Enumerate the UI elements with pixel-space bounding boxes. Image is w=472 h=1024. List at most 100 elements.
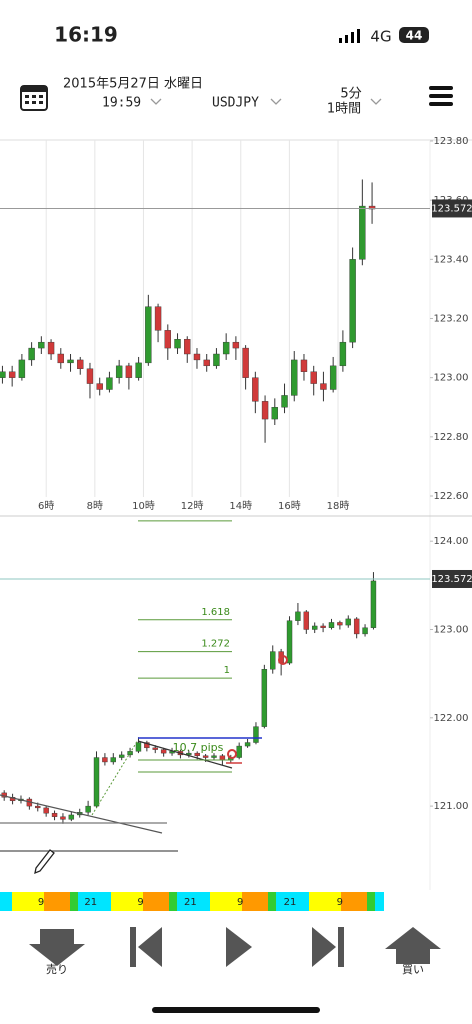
candle-body (47, 341, 55, 355)
sell-button[interactable]: 売り (29, 929, 85, 976)
session-segment (44, 892, 70, 911)
session-segment (12, 892, 44, 911)
x-tick-label: 16時 (278, 500, 301, 512)
play-button[interactable] (226, 927, 252, 967)
candle-body (345, 618, 351, 626)
candle-body (110, 757, 116, 763)
candle-body (368, 205, 376, 210)
candle-body (106, 377, 113, 390)
drawings (0, 655, 288, 875)
y-tick-label: 124.00 (434, 536, 469, 547)
candle-body (312, 625, 318, 630)
candle-body (67, 359, 74, 364)
candle-body (349, 259, 356, 343)
y-tick-label: 122.80 (434, 432, 469, 443)
candle-body (164, 330, 171, 349)
symbol-selector[interactable]: USDJPY (212, 96, 282, 111)
candle-body (60, 816, 66, 820)
session-segment (78, 892, 111, 911)
candle-body (186, 752, 192, 756)
sell-label: 売り (46, 963, 68, 976)
y-tick-label: 122.00 (434, 713, 469, 724)
fib-label: 1.272 (201, 639, 230, 650)
candle-body (145, 306, 152, 364)
forward-button[interactable] (312, 927, 344, 967)
session-segment (276, 892, 309, 911)
candle-body (125, 365, 133, 378)
candle-body (232, 341, 240, 349)
time-selector[interactable]: 19:59 (102, 96, 162, 111)
candle-body (194, 752, 200, 756)
menu-button[interactable] (429, 86, 453, 106)
battery-icon (399, 27, 429, 43)
buy-button[interactable]: 買い (385, 927, 441, 976)
candle-body (184, 339, 191, 355)
candle-body (236, 745, 242, 758)
candle-body (77, 359, 84, 369)
candle-body (329, 365, 337, 390)
y-tick-label: 123.80 (434, 136, 469, 147)
candle-body (253, 726, 259, 743)
x-tick-label: 14時 (229, 500, 252, 512)
candle-body (362, 627, 368, 635)
candle-body (118, 754, 125, 758)
header-date: 2015年5月27日 水曜日 (63, 77, 203, 92)
home-indicator (152, 1007, 320, 1013)
candle-body (135, 742, 142, 752)
x-tick-label: 12時 (181, 500, 204, 512)
timeframe-top: 5分 (340, 87, 361, 102)
current-price-label: 123.572 (431, 574, 472, 585)
fib-label: 2.618 (201, 508, 230, 519)
candle-body (244, 742, 251, 747)
battery-level: 44 (406, 29, 423, 43)
status-time: 16:19 (54, 23, 118, 47)
candle-body (160, 749, 167, 754)
candle-body (270, 651, 276, 670)
session-segment (268, 892, 276, 911)
candle-body (174, 339, 181, 349)
candle-body (51, 812, 58, 817)
fib-label: 1 (224, 665, 230, 676)
candle-body (203, 359, 210, 367)
header-time: 19:59 (102, 96, 141, 111)
session-label: 9 (38, 897, 44, 908)
calendar-button[interactable] (20, 85, 48, 111)
x-tick-label: 6時 (38, 500, 54, 512)
y-tick-label: 122.60 (434, 491, 469, 502)
candle-body (57, 353, 64, 364)
candle-body (303, 611, 310, 630)
price-tag (432, 569, 472, 588)
candle-body (115, 365, 123, 378)
header-symbol: USDJPY (212, 96, 259, 111)
session-label: 9 (337, 897, 343, 908)
candle-body (261, 669, 268, 727)
buy-label: 買い (402, 963, 424, 976)
session-segment (367, 892, 375, 911)
timeframe-selector[interactable]: 5分 1時間 (327, 87, 382, 117)
session-segment (70, 892, 78, 911)
candle-body (222, 341, 230, 355)
back-button[interactable] (130, 927, 162, 967)
price-tag (432, 199, 472, 218)
timeframe-bottom: 1時間 (327, 102, 361, 117)
bottom-chart: 121.00 122.00 123.00 124.00 2.618 1.618 1.272 1… (0, 508, 472, 824)
session-segment (169, 892, 177, 911)
y-tick-label: 123.00 (434, 624, 469, 635)
x-tick-label: 8時 (87, 500, 103, 512)
candle-body (337, 622, 343, 626)
plot (0, 179, 376, 443)
candle-body (295, 611, 301, 621)
y-tick-label: 123.40 (434, 254, 469, 265)
session-segment (242, 892, 268, 911)
candle-body (328, 622, 335, 628)
candle-body (85, 805, 91, 813)
candle-body (310, 371, 317, 384)
fib-label: 1.618 (201, 607, 230, 618)
session-label: 21 (184, 897, 197, 908)
candle-body (281, 395, 288, 408)
candle-body (339, 341, 347, 367)
annotation: 10.7 pips (173, 741, 224, 754)
candle-body (300, 359, 308, 372)
candle-body (86, 368, 94, 384)
